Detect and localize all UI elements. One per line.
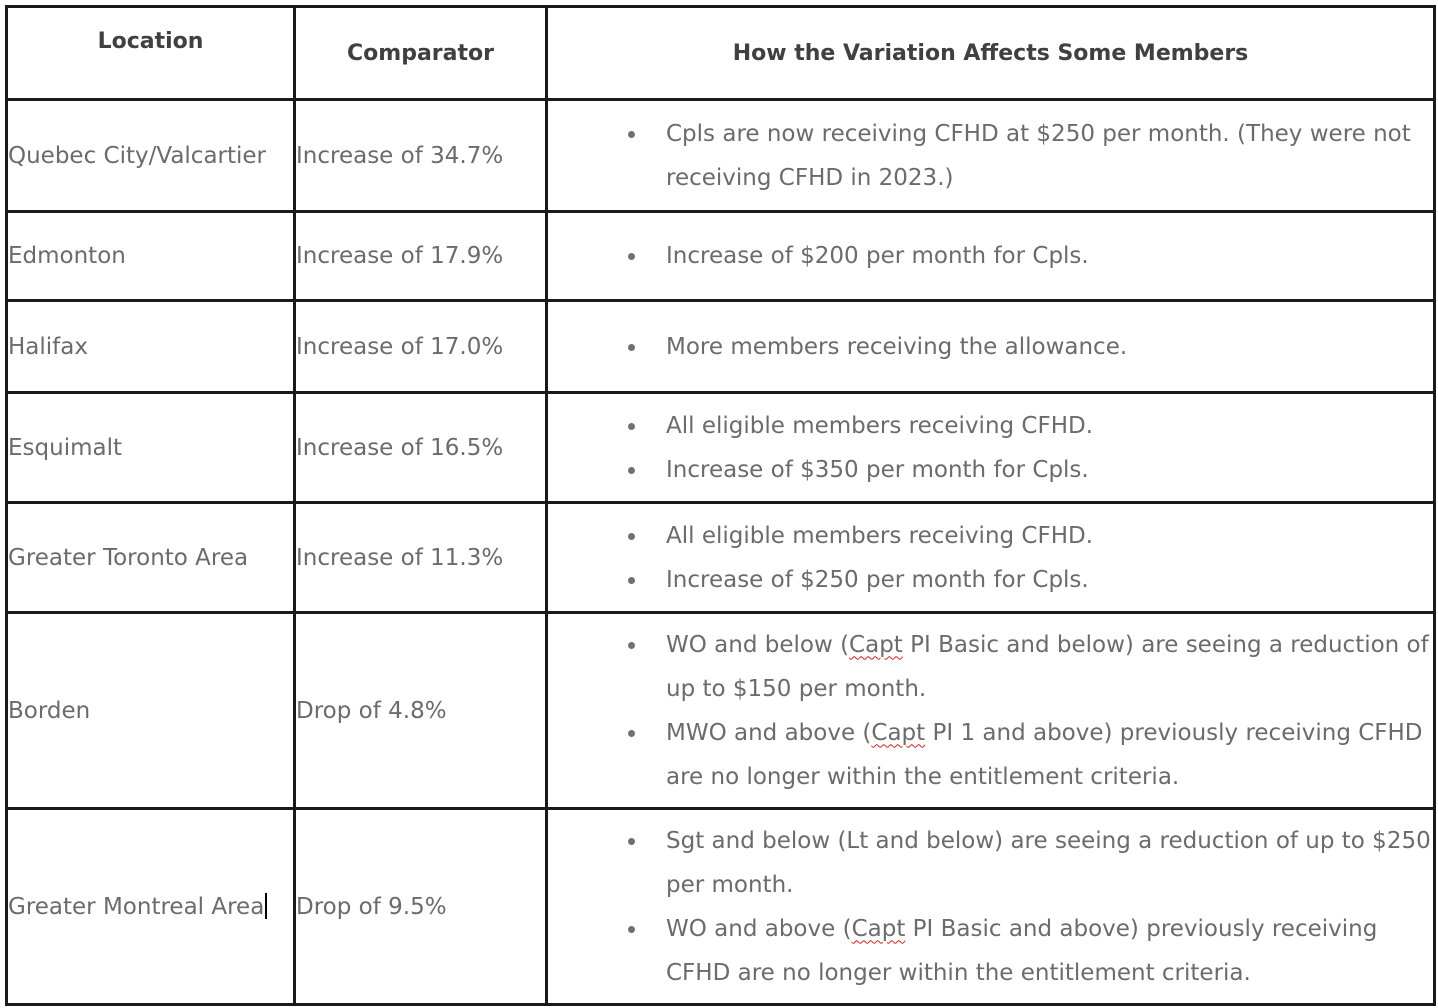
header-comparator: Comparator [293, 5, 548, 101]
comparator-cell[interactable]: Increase of 17.9% [293, 210, 548, 302]
comparator-text: Drop of 9.5% [296, 893, 447, 920]
comparator-text: Drop of 4.8% [296, 697, 447, 724]
table-row: Borden Drop of 4.8% WO and below (Capt P… [5, 611, 1436, 810]
table-row: Greater Toronto Area Increase of 11.3% A… [5, 501, 1436, 614]
effect-cell[interactable]: Sgt and below (Lt and below) are seeing … [545, 807, 1436, 1006]
location-cell[interactable]: Esquimalt [5, 391, 296, 504]
effect-list: Cpls are now receiving CFHD at $250 per … [548, 112, 1433, 200]
comparator-cell[interactable]: Increase of 17.0% [293, 299, 548, 394]
header-location-label: Location [97, 28, 204, 54]
effect-item: Increase of $200 per month for Cpls. [548, 234, 1433, 278]
header-row: Location Comparator How the Variation Af… [5, 5, 1436, 101]
table-row: Greater Montreal Area Drop of 9.5% Sgt a… [5, 807, 1436, 1006]
effect-text-before: MWO and above ( [666, 719, 872, 746]
comparator-cell[interactable]: Increase of 11.3% [293, 501, 548, 614]
table-row: Quebec City/Valcartier Increase of 34.7%… [5, 98, 1436, 213]
comparator-cell[interactable]: Increase of 34.7% [293, 98, 548, 213]
effect-item: Increase of $350 per month for Cpls. [548, 448, 1433, 492]
location-cell[interactable]: Halifax [5, 299, 296, 394]
location-text: Borden [8, 697, 91, 724]
text-cursor [265, 892, 268, 919]
effect-cell[interactable]: All eligible members receiving CFHD. Inc… [545, 391, 1436, 504]
effect-text-after: PI Basic and below) are seeing a reducti… [666, 631, 1429, 702]
effect-item: All eligible members receiving CFHD. [548, 514, 1433, 558]
effect-list: More members receiving the allowance. [548, 325, 1433, 369]
location-text: Edmonton [8, 243, 126, 269]
location-text: Halifax [8, 333, 88, 360]
table-row: Edmonton Increase of 17.9% Increase of $… [5, 210, 1436, 302]
effect-text-before: WO and below ( [666, 631, 850, 658]
table-row: Halifax Increase of 17.0% More members r… [5, 299, 1436, 394]
comparator-text: Increase of 34.7% [296, 142, 504, 169]
effect-item: WO and below (Capt PI Basic and below) a… [548, 623, 1433, 711]
comparator-cell[interactable]: Drop of 9.5% [293, 807, 548, 1006]
effect-text-after: PI Basic and above) previously receiving… [666, 915, 1378, 986]
variation-table: Location Comparator How the Variation Af… [5, 5, 1436, 1006]
location-text: Esquimalt [8, 434, 122, 461]
comparator-cell[interactable]: Drop of 4.8% [293, 611, 548, 810]
comparator-text: Increase of 16.5% [296, 434, 504, 461]
effect-item: MWO and above (Capt PI 1 and above) prev… [548, 711, 1433, 799]
spellcheck-flagged-word[interactable]: Capt [851, 915, 906, 942]
location-text: Quebec City/Valcartier [8, 142, 267, 169]
effect-text-after: PI 1 and above) previously receiving CFH… [666, 719, 1423, 790]
comparator-text: Increase of 11.3% [296, 544, 504, 571]
location-text: Greater Toronto Area [8, 544, 249, 571]
effect-item: Cpls are now receiving CFHD at $250 per … [548, 112, 1433, 200]
location-cell[interactable]: Borden [5, 611, 296, 810]
effect-item: All eligible members receiving CFHD. [548, 404, 1433, 448]
effect-list: All eligible members receiving CFHD. Inc… [548, 514, 1433, 602]
effect-list: WO and below (Capt PI Basic and below) a… [548, 623, 1433, 799]
effect-cell[interactable]: More members receiving the allowance. [545, 299, 1436, 394]
location-cell[interactable]: Greater Montreal Area [5, 807, 296, 1006]
effect-item: Increase of $250 per month for Cpls. [548, 558, 1433, 602]
header-effect: How the Variation Affects Some Members [545, 5, 1436, 101]
table-row: Esquimalt Increase of 16.5% All eligible… [5, 391, 1436, 504]
effect-item: WO and above (Capt PI Basic and above) p… [548, 907, 1433, 995]
effect-cell[interactable]: WO and below (Capt PI Basic and below) a… [545, 611, 1436, 810]
effect-text-before: WO and above ( [666, 915, 852, 942]
location-cell[interactable]: Greater Toronto Area [5, 501, 296, 614]
effect-cell[interactable]: Increase of $200 per month for Cpls. [545, 210, 1436, 302]
comparator-text: Increase of 17.0% [296, 333, 504, 360]
effect-list: Increase of $200 per month for Cpls. [548, 234, 1433, 278]
effect-list: Sgt and below (Lt and below) are seeing … [548, 819, 1433, 995]
effect-cell[interactable]: Cpls are now receiving CFHD at $250 per … [545, 98, 1436, 213]
spellcheck-flagged-word[interactable]: Capt [849, 631, 903, 658]
effect-item: More members receiving the allowance. [548, 325, 1433, 369]
comparator-text: Increase of 17.9% [296, 243, 504, 269]
location-cell[interactable]: Quebec City/Valcartier [5, 98, 296, 213]
comparator-cell[interactable]: Increase of 16.5% [293, 391, 548, 504]
effect-cell[interactable]: All eligible members receiving CFHD. Inc… [545, 501, 1436, 614]
location-cell[interactable]: Edmonton [5, 210, 296, 302]
effect-item: Sgt and below (Lt and below) are seeing … [548, 819, 1433, 907]
spellcheck-flagged-word[interactable]: Capt [871, 719, 926, 746]
location-text: Greater Montreal Area [8, 893, 265, 920]
effect-list: All eligible members receiving CFHD. Inc… [548, 404, 1433, 492]
header-location: Location [5, 5, 296, 101]
